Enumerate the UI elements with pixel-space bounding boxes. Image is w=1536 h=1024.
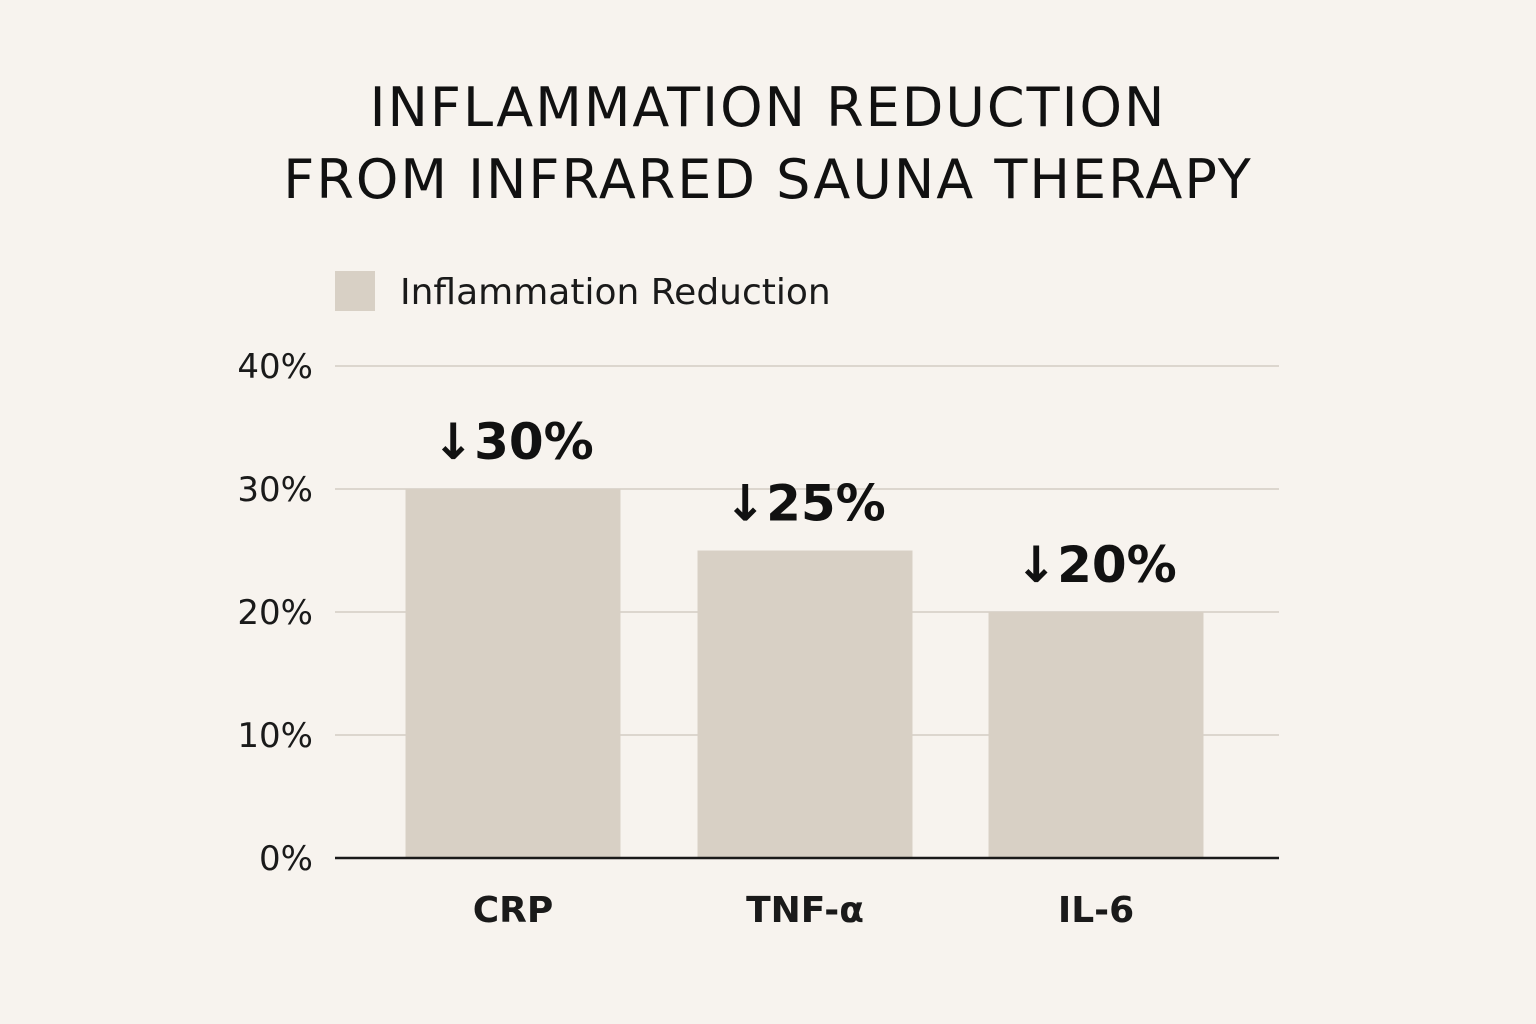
bars <box>405 489 1204 858</box>
x-category-label: CRP <box>473 890 554 931</box>
bar <box>697 550 913 858</box>
x-axis-categories: CRP TNF-α IL-6 <box>473 890 1134 931</box>
y-tick-label: 20% <box>237 593 313 633</box>
data-labels: ↓30% ↓25% ↓20% <box>432 413 1177 594</box>
chart-title-line-2: FROM INFRARED SAUNA THERAPY <box>283 148 1253 211</box>
y-tick-label: 40% <box>237 347 313 387</box>
y-axis-ticks: 0% 10% 20% 30% 40% <box>237 347 313 879</box>
x-category-label: TNF-α <box>746 890 864 931</box>
y-tick-label: 30% <box>237 470 313 510</box>
chart-title-line-1: INFLAMMATION REDUCTION <box>369 76 1167 139</box>
data-label: ↓25% <box>724 475 886 533</box>
data-label: ↓30% <box>432 413 594 471</box>
data-label: ↓20% <box>1015 536 1177 594</box>
y-tick-label: 10% <box>237 716 313 756</box>
x-category-label: IL-6 <box>1058 890 1134 931</box>
legend-swatch <box>335 271 375 311</box>
bar <box>988 612 1204 858</box>
legend: Inflammation Reduction <box>335 271 831 313</box>
y-tick-label: 0% <box>259 839 313 879</box>
bar <box>405 489 621 858</box>
chart-title: INFLAMMATION REDUCTION FROM INFRARED SAU… <box>0 72 1536 216</box>
legend-label: Inflammation Reduction <box>400 272 831 313</box>
